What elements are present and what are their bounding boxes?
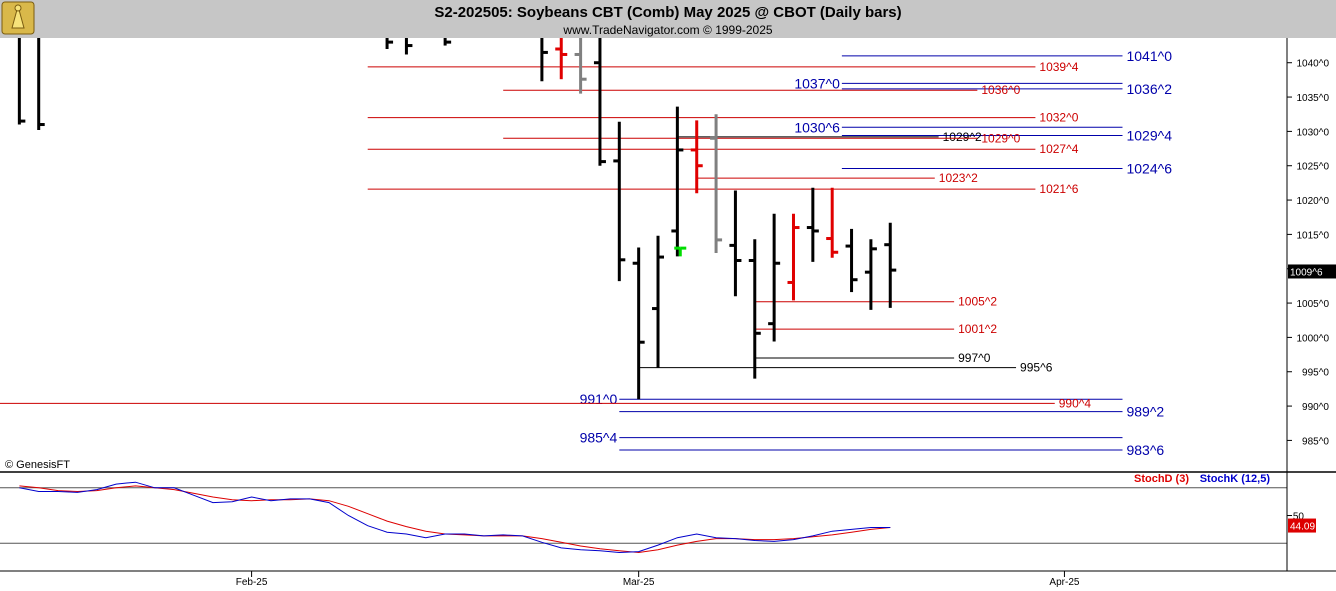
price-bar: [540, 38, 548, 82]
level-label: 1029^2: [943, 130, 982, 144]
price-bar: [574, 38, 587, 94]
price-bar: [443, 38, 452, 46]
price-bar: [748, 239, 761, 379]
price-bar: [690, 120, 703, 194]
level-label: 1029^4: [1126, 128, 1172, 144]
price-bar: [17, 38, 26, 125]
level-label: 1037^0: [794, 75, 840, 91]
price-bar: [768, 213, 781, 342]
level-label: 1005^2: [958, 295, 997, 309]
price-bar: [632, 247, 645, 400]
level-label: 1027^4: [1039, 142, 1078, 156]
y-tick-label: 995^0: [1302, 368, 1329, 379]
x-tick-label: Mar-25: [623, 577, 655, 588]
stoch-series-line: [19, 481, 891, 554]
price-bar: [710, 114, 723, 253]
trade-navigator-logo-icon[interactable]: [1, 1, 35, 35]
level-label: 1039^4: [1039, 60, 1078, 74]
level-label: 1023^2: [939, 171, 978, 185]
price-bar: [385, 38, 394, 49]
price-bar: [729, 190, 742, 297]
level-label: 997^0: [958, 351, 991, 365]
y-tick-label: 1000^0: [1297, 333, 1330, 344]
level-label: 995^6: [1020, 361, 1053, 375]
y-tick-label: 990^0: [1302, 402, 1329, 413]
y-tick-label: 985^0: [1302, 436, 1329, 447]
x-axis: Feb-25 Mar-25 Apr-25: [236, 571, 1080, 588]
last-price-label: 1009^6: [1290, 267, 1323, 278]
level-lines: 1041^0 1039^4 1037^0 1036^2 1036^0 1032^0 1030…: [0, 48, 1172, 458]
stochastic-plot-area[interactable]: [0, 473, 1287, 571]
last-price-badge: [1288, 264, 1336, 279]
level-label: 991^0: [580, 391, 618, 407]
level-label: 1030^6: [794, 119, 840, 135]
price-bar: [404, 38, 413, 55]
y-tick-label: 1015^0: [1297, 230, 1330, 241]
genesis-watermark: © GenesisFT: [5, 459, 70, 471]
level-label: 983^6: [1126, 442, 1164, 458]
level-label: 1036^0: [981, 83, 1020, 97]
price-bar: [787, 213, 800, 301]
price-bar: [37, 38, 45, 131]
level-label: 1029^0: [981, 131, 1020, 145]
price-bar: [671, 106, 684, 257]
price-bar: [555, 38, 568, 80]
stoch-last-badge: [1288, 518, 1316, 533]
price-bar: [845, 228, 858, 293]
price-bar: [864, 239, 877, 310]
stochastic-lines: [0, 481, 1287, 554]
price-bar: [652, 235, 665, 368]
y-tick-label: 1040^0: [1297, 59, 1330, 70]
price-bar: [593, 38, 606, 166]
header-band: [0, 0, 1336, 38]
level-label: 990^4: [1059, 396, 1092, 410]
level-label: 985^4: [580, 430, 618, 446]
level-label: 1021^6: [1039, 182, 1078, 196]
price-bars: [17, 38, 897, 400]
legend-stoch-d: StochD (3): [1134, 473, 1189, 485]
stoch-y-tick-label: 50: [1293, 512, 1305, 523]
level-label: 1041^0: [1126, 48, 1172, 64]
legend-stoch-k: StochK (12,5): [1200, 473, 1271, 485]
y-tick-label: 1025^0: [1297, 162, 1330, 173]
chart-subtitle: www.TradeNavigator.com © 1999-2025: [562, 23, 772, 37]
x-tick-label: Feb-25: [236, 577, 268, 588]
price-bar: [826, 187, 839, 258]
level-label: 989^2: [1126, 404, 1164, 420]
y-tick-label: 1035^0: [1297, 93, 1330, 104]
y-axis: 1040^01035^01030^01025^01020^01015^01010…: [1287, 59, 1336, 533]
stoch-last-label: 44.09: [1290, 522, 1315, 533]
level-label: 1036^2: [1126, 81, 1172, 97]
y-tick-label: 1005^0: [1297, 299, 1330, 310]
chart-title: S2-202505: Soybeans CBT (Comb) May 2025 …: [434, 4, 901, 21]
price-bar: [806, 187, 819, 262]
price-bar: [613, 121, 626, 282]
x-tick-label: Apr-25: [1049, 577, 1079, 588]
price-plot-area[interactable]: [0, 38, 1287, 472]
level-label: 1024^6: [1126, 160, 1172, 176]
price-bar: [674, 246, 687, 257]
y-tick-label: 1020^0: [1297, 196, 1330, 207]
price-bar: [884, 222, 897, 308]
level-label: 1032^0: [1039, 111, 1078, 125]
y-tick-label: 1030^0: [1297, 127, 1330, 138]
level-label: 1001^2: [958, 322, 997, 336]
